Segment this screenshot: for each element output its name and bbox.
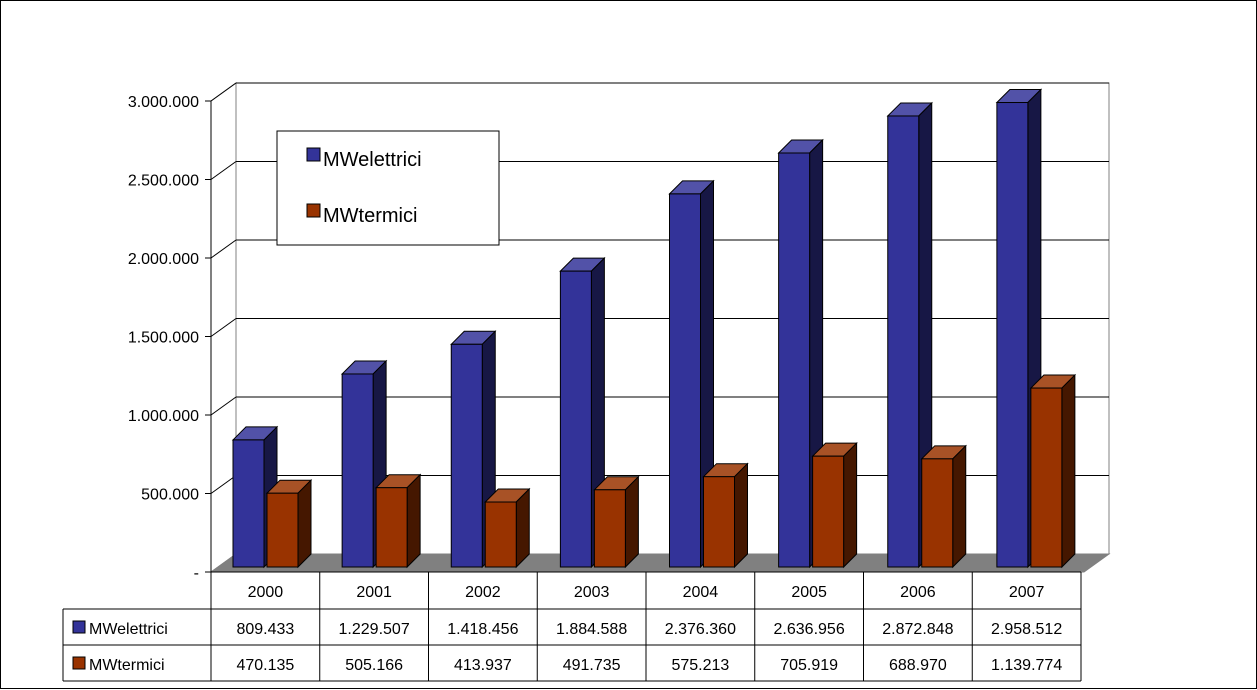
y-tick-label: 3.000.000 <box>128 94 199 111</box>
x-tick-label: 2006 <box>900 584 936 601</box>
bar-side <box>407 475 420 567</box>
data-label: 688.970 <box>889 657 947 674</box>
bar <box>922 446 966 567</box>
data-label: 705.919 <box>780 657 838 674</box>
table-series-name: MWtermici <box>89 657 165 674</box>
y-tick-label: - <box>194 565 199 582</box>
x-tick-label: 2001 <box>356 584 392 601</box>
bar-front <box>1031 388 1062 567</box>
legend-swatch <box>307 148 320 161</box>
bar-front <box>233 440 264 567</box>
legend-entry: MWtermici <box>323 205 417 227</box>
bar-front <box>451 344 482 567</box>
y-axis: - 500.000 1.000.000 1.500.000 2.000.000 2.500… <box>128 94 211 582</box>
legend-swatch <box>307 204 320 217</box>
bar-front <box>813 456 844 567</box>
bar-front <box>594 490 625 567</box>
bar-front <box>922 459 953 567</box>
y-tick-label: 1.500.000 <box>128 330 199 347</box>
bar-front <box>704 477 735 567</box>
data-table: 2000 2001 2002 2003 2004 2005 2006 2007 MWelettr… <box>63 572 1081 681</box>
bar-front <box>670 194 701 567</box>
bar <box>704 464 748 567</box>
bar <box>267 480 311 567</box>
data-label: 491.735 <box>563 657 621 674</box>
bar-front <box>888 116 919 567</box>
y-tick-label: 1.000.000 <box>128 408 199 425</box>
bar-side <box>844 443 857 567</box>
table-series-name: MWelettrici <box>89 621 168 638</box>
y-tick-label: 500.000 <box>141 487 199 504</box>
data-label: 575.213 <box>671 657 729 674</box>
table-legend-swatch <box>73 657 85 669</box>
bar <box>1031 375 1075 567</box>
data-label: 1.884.588 <box>556 621 627 638</box>
bar <box>813 443 857 567</box>
bar-side <box>1062 375 1075 567</box>
bar <box>376 475 420 567</box>
data-label: 470.135 <box>236 657 294 674</box>
data-label: 809.433 <box>236 621 294 638</box>
bar-side <box>735 464 748 567</box>
x-tick-label: 2007 <box>1009 584 1045 601</box>
bar-side <box>298 480 311 567</box>
bar-side <box>953 446 966 567</box>
data-label: 505.166 <box>345 657 403 674</box>
x-tick-label: 2004 <box>683 584 719 601</box>
y-tick-label: 2.000.000 <box>128 251 199 268</box>
table-legend-swatch <box>73 621 85 633</box>
bar-front <box>485 502 516 567</box>
bar-side <box>625 477 638 567</box>
bar <box>485 489 529 567</box>
bar <box>594 477 638 567</box>
bar-front <box>779 153 810 567</box>
x-tick-label: 2003 <box>574 584 610 601</box>
data-label: 1.418.456 <box>447 621 518 638</box>
data-label: 2.958.512 <box>991 621 1062 638</box>
bar-side <box>516 489 529 567</box>
legend: MWelettrici MWtermici <box>277 131 499 245</box>
data-label: 2.376.360 <box>665 621 736 638</box>
data-label: 1.139.774 <box>991 657 1062 674</box>
x-tick-label: 2000 <box>248 584 284 601</box>
legend-entry: MWelettrici <box>323 149 422 171</box>
bar-front <box>342 374 373 567</box>
data-label: 2.872.848 <box>882 621 953 638</box>
bar-front <box>267 493 298 567</box>
x-tick-label: 2002 <box>465 584 501 601</box>
bar-front <box>997 103 1028 567</box>
x-tick-label: 2005 <box>791 584 827 601</box>
bar-front <box>560 271 591 567</box>
data-label: 2.636.956 <box>774 621 845 638</box>
bar-front <box>376 488 407 567</box>
y-tick-label: 2.500.000 <box>128 173 199 190</box>
data-label: 413.937 <box>454 657 512 674</box>
data-label: 1.229.507 <box>339 621 410 638</box>
